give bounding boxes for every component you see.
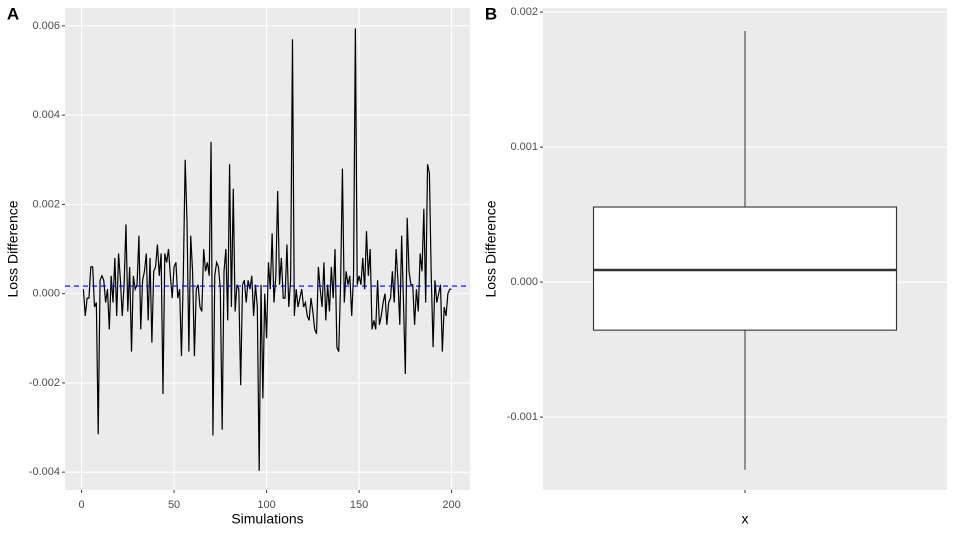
panel-label: A	[7, 4, 19, 23]
y-tick-label: 0.000	[510, 276, 538, 288]
y-tick-label: -0.002	[29, 377, 60, 389]
y-tick-label: 0.001	[510, 141, 538, 153]
data-line	[82, 28, 452, 471]
y-axis-title: Loss Difference	[5, 200, 21, 297]
y-tick-label: -0.004	[29, 466, 60, 478]
x-axis-title: x	[742, 511, 749, 527]
y-tick-label: 0.004	[32, 109, 60, 121]
x-tick-label: 0	[78, 499, 84, 511]
y-tick-label: 0.002	[32, 198, 60, 210]
y-tick-label: 0.006	[32, 20, 60, 32]
x-tick-label: 50	[168, 499, 180, 511]
x-tick-label: 150	[350, 499, 368, 511]
y-tick-label: 0.000	[32, 288, 60, 300]
y-tick-label: 0.002	[510, 6, 538, 18]
y-tick-label: -0.001	[507, 411, 538, 423]
x-tick-label: 200	[442, 499, 460, 511]
box	[592, 206, 898, 331]
panel-label: B	[485, 4, 497, 23]
y-axis-title: Loss Difference	[483, 200, 499, 297]
x-axis-title: Simulations	[231, 511, 303, 527]
x-tick-label: 100	[257, 499, 275, 511]
